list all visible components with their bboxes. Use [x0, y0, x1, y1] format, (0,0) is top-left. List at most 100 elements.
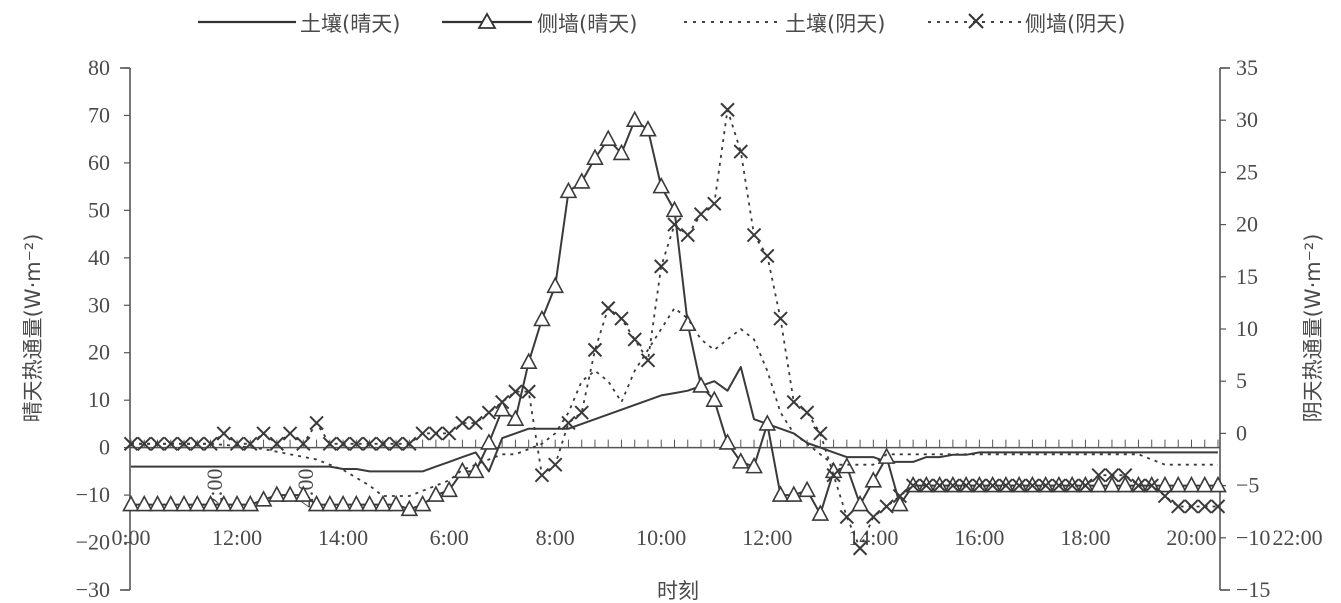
- series-marker-cross: [547, 457, 563, 472]
- x-tick-label: 14:00: [848, 525, 898, 550]
- series-marker-triangle: [718, 433, 737, 450]
- y-left-tick-label: −10: [76, 482, 110, 507]
- series-marker-cross: [468, 415, 483, 431]
- series-marker-triangle: [731, 452, 750, 469]
- axes: −30 −20 −10 0 10 20 30 40 50 60 70 80 −15 −10 −5 0 5 10 15…: [76, 55, 1323, 602]
- series-marker-triangle: [877, 447, 896, 464]
- y-left-tick-label: 50: [88, 197, 110, 222]
- series-line-2: [131, 307, 1218, 497]
- series-marker-triangle: [692, 376, 710, 393]
- series-marker-cross: [335, 436, 351, 452]
- series-marker-triangle: [506, 409, 525, 426]
- series-marker-cross: [826, 467, 841, 483]
- series-line-3: [131, 108, 1218, 550]
- series-marker-cross: [866, 509, 881, 525]
- series-marker-cross: [1144, 478, 1159, 493]
- series-marker-triangle: [387, 494, 405, 512]
- series-marker-triangle: [519, 352, 538, 370]
- series-marker-cross: [1078, 478, 1093, 493]
- series-marker-cross: [229, 436, 245, 452]
- series-marker-cross: [1171, 499, 1186, 514]
- y-right-tick-label: 5: [1236, 368, 1247, 393]
- series-marker-cross: [494, 394, 510, 410]
- series-marker-cross: [481, 405, 497, 420]
- series-marker-cross: [720, 102, 735, 117]
- series-marker-triangle: [122, 494, 140, 512]
- series-marker-cross: [905, 478, 921, 493]
- series-marker-triangle: [214, 494, 233, 512]
- series-marker-cross: [362, 436, 377, 452]
- series-marker-triangle: [347, 494, 366, 512]
- series-marker-cross: [773, 311, 788, 326]
- series-marker-cross: [614, 311, 629, 326]
- series-marker-cross: [972, 478, 987, 493]
- y-right-tick-label: 0: [1236, 420, 1247, 445]
- series-marker-cross: [561, 415, 576, 431]
- x-tick-label: 14:00: [318, 525, 368, 550]
- x-tick-label: 20:00: [1166, 525, 1216, 550]
- series-marker-triangle: [784, 485, 803, 502]
- series-marker-cross: [203, 436, 218, 452]
- series-marker-cross: [733, 144, 748, 159]
- x-tick-label: 0:00: [111, 525, 150, 550]
- series-marker-cross: [309, 415, 324, 431]
- series-marker-triangle: [1209, 475, 1227, 493]
- series-marker-cross: [1025, 478, 1040, 493]
- series-marker-cross: [1184, 499, 1199, 514]
- series-marker-cross: [680, 227, 695, 243]
- series-marker-cross: [375, 436, 391, 452]
- series-marker-cross: [693, 206, 709, 222]
- series-marker-cross: [587, 342, 603, 358]
- series-marker-cross: [707, 196, 722, 211]
- legend-marker-triangle: [477, 12, 497, 29]
- series-marker-cross: [998, 478, 1014, 493]
- y-left-tick-label: 0: [99, 435, 110, 460]
- series-marker-cross: [123, 436, 139, 452]
- x-tick-label: 10:00: [636, 525, 686, 550]
- y-left-tick-label: −20: [76, 530, 110, 555]
- x-tick-label: 16:00: [954, 525, 1004, 550]
- x-tick-label: 12:00: [212, 525, 262, 550]
- series-marker-triangle: [612, 143, 631, 161]
- series-marker-cross: [521, 384, 536, 399]
- series-marker-triangle: [745, 456, 763, 474]
- series-marker-triangle: [559, 181, 578, 199]
- y-right-tick-label: −5: [1236, 473, 1259, 498]
- series-marker-cross: [388, 436, 404, 452]
- x-tick-label: 18:00: [1060, 525, 1110, 550]
- series-marker-triangle: [201, 494, 220, 512]
- series-marker-cross: [932, 478, 947, 493]
- series-marker-cross: [150, 436, 165, 452]
- series-marker-triangle: [480, 433, 498, 450]
- y-left-tick-label: 30: [88, 292, 110, 317]
- y-right-tick-label: 35: [1236, 55, 1258, 80]
- series-marker-triangle: [533, 309, 551, 327]
- series-marker-cross: [852, 541, 868, 556]
- series-marker-triangle: [1169, 475, 1188, 493]
- series-marker-triangle: [546, 276, 565, 294]
- y-left-tick-label: 60: [88, 150, 110, 175]
- series-marker-cross: [786, 394, 802, 410]
- series-marker-cross: [640, 353, 656, 368]
- series-marker-cross: [256, 426, 271, 441]
- series-marker-cross: [428, 426, 444, 441]
- series-marker-triangle: [493, 399, 512, 417]
- legend-label-wall-cloudy: 侧墙(阴天): [1025, 12, 1125, 36]
- series-marker-triangle: [891, 494, 909, 512]
- series-marker-cross: [1157, 488, 1173, 504]
- series-marker-cross: [601, 300, 616, 316]
- x-tick-label: 22:00: [1272, 525, 1322, 550]
- series-marker-cross: [455, 415, 470, 431]
- series-marker-triangle: [466, 461, 485, 479]
- series-marker-triangle: [413, 494, 432, 512]
- y-right-tick-label: −10: [1236, 525, 1270, 550]
- series-layer: [122, 102, 1227, 556]
- x-tick-label: 6:00: [430, 525, 469, 550]
- series-marker-cross: [1091, 467, 1106, 483]
- series-marker-triangle: [599, 129, 618, 146]
- series-marker-triangle: [639, 119, 657, 137]
- series-marker-triangle: [400, 499, 419, 517]
- series-marker-triangle: [307, 494, 326, 512]
- x-tick-label: 12:00: [742, 525, 792, 550]
